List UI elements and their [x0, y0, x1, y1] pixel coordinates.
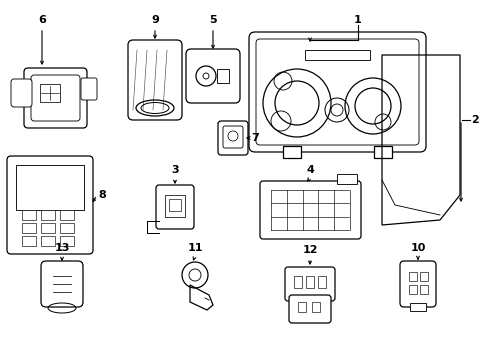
FancyBboxPatch shape [7, 156, 93, 254]
Bar [22, 223, 36, 233]
FancyBboxPatch shape [289, 295, 331, 323]
Bar [410, 303, 426, 311]
Bar [60, 210, 74, 220]
Text: 8: 8 [98, 190, 106, 200]
Text: 7: 7 [251, 133, 259, 143]
Bar [165, 195, 185, 217]
Bar [420, 285, 428, 294]
Bar [16, 165, 84, 210]
Bar [409, 272, 417, 281]
FancyBboxPatch shape [156, 185, 194, 229]
FancyBboxPatch shape [128, 40, 182, 120]
Text: 13: 13 [54, 243, 70, 253]
Text: 2: 2 [471, 115, 479, 125]
Bar [298, 302, 306, 312]
Bar [22, 210, 36, 220]
Text: 10: 10 [410, 243, 426, 253]
Text: 9: 9 [151, 15, 159, 25]
Text: 12: 12 [302, 245, 318, 255]
FancyBboxPatch shape [218, 121, 248, 155]
Bar [40, 84, 60, 102]
Bar [294, 276, 302, 288]
Bar [420, 272, 428, 281]
FancyBboxPatch shape [223, 126, 243, 148]
Text: 11: 11 [187, 243, 203, 253]
FancyBboxPatch shape [249, 32, 426, 152]
Bar [374, 146, 392, 158]
Bar [312, 302, 320, 312]
Bar [41, 210, 55, 220]
Text: 4: 4 [306, 165, 314, 175]
FancyBboxPatch shape [285, 267, 335, 301]
Bar [283, 146, 301, 158]
Bar [60, 236, 74, 246]
Bar [41, 236, 55, 246]
Bar [217, 69, 229, 83]
FancyBboxPatch shape [41, 261, 83, 307]
FancyBboxPatch shape [186, 49, 240, 103]
FancyBboxPatch shape [31, 75, 80, 121]
Text: 3: 3 [171, 165, 179, 175]
Bar [337, 174, 357, 184]
Bar [169, 199, 181, 211]
Text: 1: 1 [354, 15, 362, 25]
Bar [318, 276, 326, 288]
FancyBboxPatch shape [260, 181, 361, 239]
Bar [60, 223, 74, 233]
Bar [306, 276, 314, 288]
FancyBboxPatch shape [256, 39, 419, 145]
Bar [305, 50, 370, 60]
FancyBboxPatch shape [24, 68, 87, 128]
FancyBboxPatch shape [11, 79, 32, 107]
FancyBboxPatch shape [81, 78, 97, 100]
FancyBboxPatch shape [400, 261, 436, 307]
Text: 5: 5 [209, 15, 217, 25]
Bar [409, 285, 417, 294]
Text: 6: 6 [38, 15, 46, 25]
Bar [22, 236, 36, 246]
Bar [41, 223, 55, 233]
